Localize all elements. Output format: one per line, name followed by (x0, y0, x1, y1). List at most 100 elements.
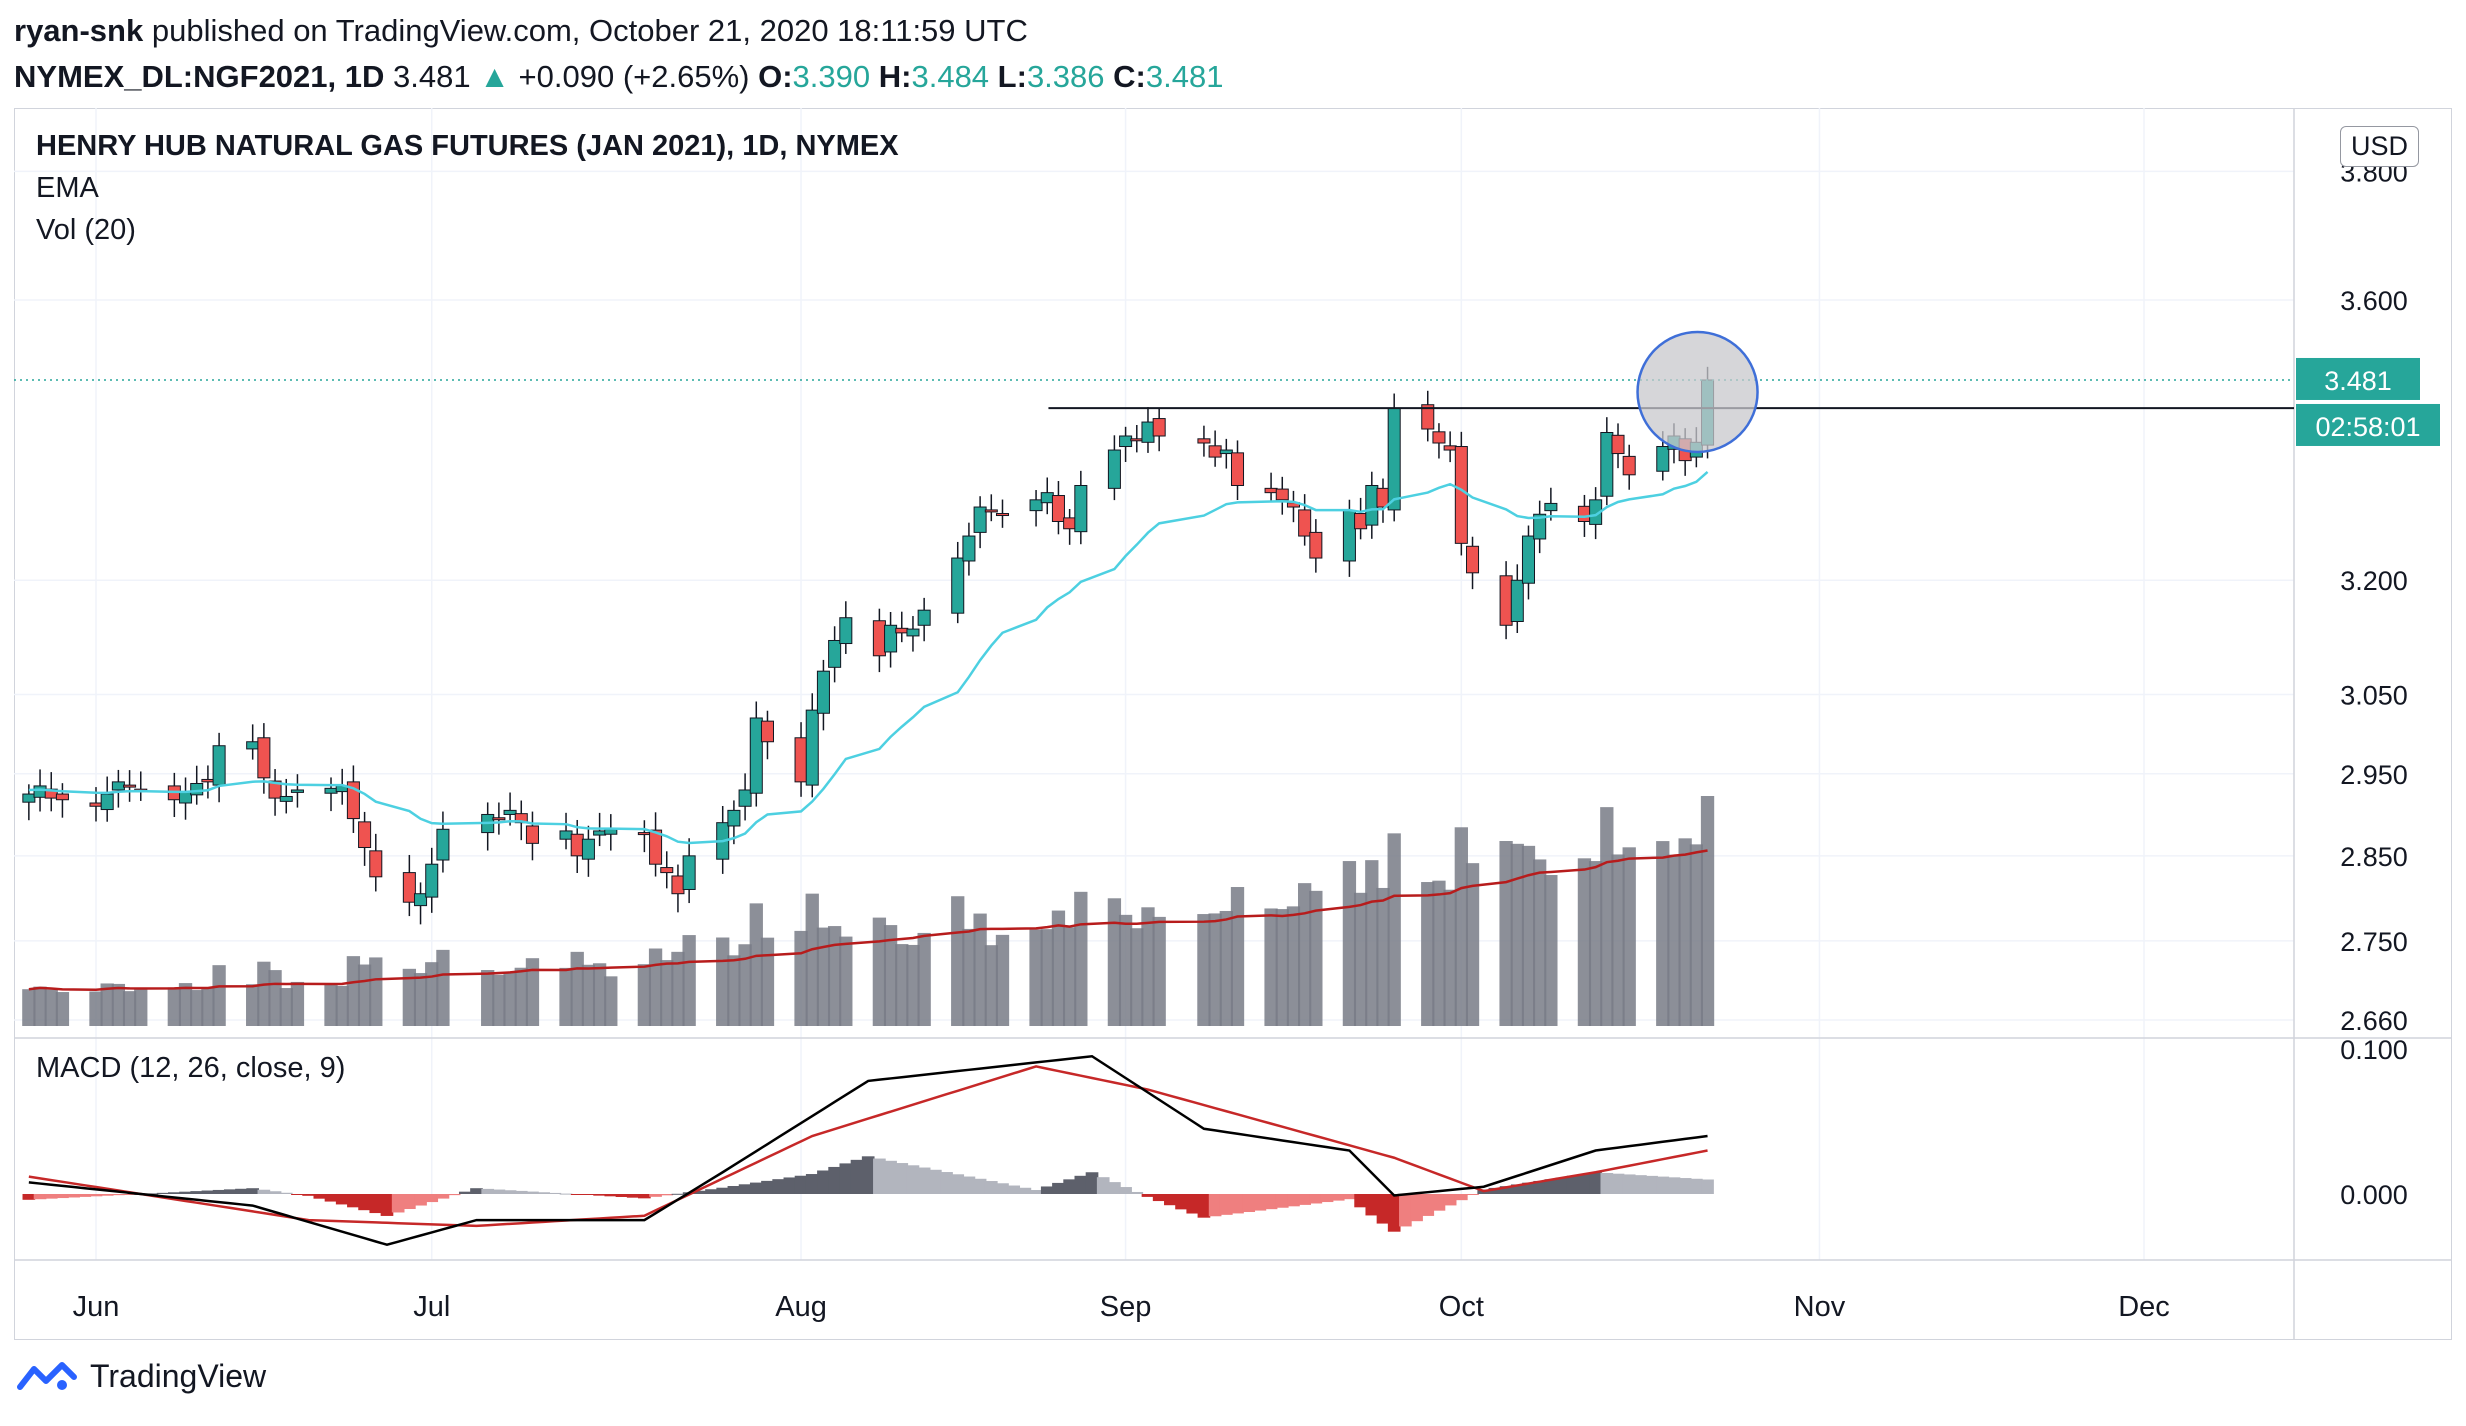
macd-histogram-bar (1275, 1194, 1289, 1208)
candle-body (324, 787, 338, 794)
x-tick-sep: Sep (1100, 1291, 1152, 1323)
last-price: 3.481 (393, 59, 471, 94)
symbol-label: NYMEX_DL:NGF2021, 1D (14, 59, 385, 94)
macd-histogram-bar (1645, 1175, 1658, 1194)
last-price-label: 3.481 (2324, 366, 2392, 396)
macd-histogram-bar (1130, 1191, 1144, 1194)
macd-histogram-bar (783, 1177, 797, 1194)
macd-histogram-bar (1634, 1175, 1647, 1194)
macd-histogram-bar (1365, 1194, 1379, 1216)
volume-bar (660, 960, 674, 1026)
macd-histogram-bar (615, 1194, 629, 1197)
symbol-line: NYMEX_DL:NGF2021, 1D 3.481 ▲ +0.090 (+2.… (14, 54, 1223, 100)
macd-histogram-bar (593, 1194, 606, 1196)
macd-histogram-bar (638, 1194, 651, 1199)
macd-histogram-bar (1197, 1194, 1211, 1218)
volume-bar (369, 957, 383, 1026)
macd-histogram-bar (89, 1194, 103, 1197)
candle-body (402, 872, 416, 903)
macd-histogram-bar (1343, 1194, 1356, 1200)
candle-body (1264, 487, 1278, 494)
volume-bar (1667, 854, 1681, 1026)
candle-body (884, 624, 898, 653)
candle-body (1197, 438, 1211, 444)
candle-body (1365, 484, 1379, 526)
macd-histogram-bar (33, 1194, 47, 1200)
candle-body (1074, 484, 1088, 533)
ema-legend[interactable]: EMA (36, 172, 99, 204)
candle-body (1354, 513, 1368, 530)
macd-histogram-bar (302, 1194, 315, 1196)
candle-body (649, 829, 663, 865)
macd-histogram-bar (291, 1194, 304, 1195)
volume-bar (525, 958, 540, 1026)
x-tick-dec: Dec (2118, 1291, 2170, 1323)
candle-body (246, 741, 260, 750)
candle-body (1130, 438, 1144, 442)
candle-body (414, 893, 428, 907)
macd-histogram-bar (1219, 1194, 1233, 1215)
volume-bar (201, 987, 215, 1026)
macd-histogram-bar (1175, 1194, 1188, 1210)
macd-histogram-bar (481, 1188, 495, 1194)
candle-body (872, 620, 886, 657)
volume-bar (1040, 929, 1054, 1026)
macd-histogram-bar (1287, 1194, 1300, 1207)
x-tick-oct: Oct (1439, 1291, 1484, 1323)
volume-bar (1533, 859, 1547, 1026)
candle-body (179, 791, 193, 804)
macd-histogram-bar (22, 1194, 36, 1200)
macd-histogram-bar (604, 1194, 618, 1197)
author-name[interactable]: ryan-snk (14, 13, 144, 48)
volume-bar (1700, 796, 1715, 1026)
volume-bar (44, 989, 58, 1026)
chart-frame[interactable]: Jun Jul Aug Sep Oct Nov Dec 3.800 3.600 3.200 3.05… (14, 108, 2452, 1340)
currency-button[interactable]: USD (2340, 126, 2420, 167)
highlight-circle (1636, 330, 1759, 454)
volume-bar (1521, 845, 1536, 1026)
volume-bar (1577, 858, 1592, 1026)
macd-histogram-bar (973, 1178, 987, 1194)
macd-histogram-bar (190, 1191, 204, 1194)
volume-bar (1130, 928, 1144, 1026)
volume-bar (1062, 927, 1077, 1026)
candle-body (637, 832, 651, 836)
macd-histogram-bar (1410, 1194, 1423, 1222)
macd-legend[interactable]: MACD (12, 26, close, 9) (36, 1052, 346, 1084)
candle-body (749, 717, 763, 794)
volume-bar (1544, 875, 1558, 1026)
volume-bar (592, 963, 607, 1026)
candle-body (1342, 510, 1356, 562)
x-tick-nov: Nov (1794, 1291, 1846, 1323)
macd-histogram-bar (1119, 1187, 1132, 1194)
axes (14, 108, 2452, 1340)
candle-body (111, 781, 125, 791)
volume-bar (1588, 861, 1603, 1026)
volume-bar (1689, 844, 1704, 1026)
volume-legend[interactable]: Vol (20) (36, 214, 136, 246)
price-tick-7: 2.660 (2340, 1006, 2408, 1036)
volume-bar (1510, 843, 1524, 1026)
candle-body (1063, 517, 1077, 530)
candle-body (425, 863, 439, 898)
candle-body (492, 817, 506, 821)
macd-histogram-bar (212, 1189, 226, 1194)
volume-bar (760, 937, 775, 1026)
macd-histogram-bar (749, 1182, 763, 1194)
candle-body (984, 509, 998, 513)
price-chart[interactable]: Jun Jul Aug Sep Oct Nov Dec3.8003.6003.2003.05… (14, 108, 2452, 1340)
close-label: C: (1113, 59, 1146, 94)
macd-histogram-bar (1029, 1190, 1043, 1194)
macd-histogram-bar (805, 1174, 819, 1194)
candle-body (1544, 502, 1558, 512)
volume-bar (346, 956, 361, 1026)
tradingview-logo-icon[interactable] (16, 1359, 78, 1395)
macd-histogram-bar (201, 1190, 215, 1194)
tradingview-brand[interactable]: TradingView (90, 1358, 267, 1394)
macd-histogram-bar (626, 1194, 640, 1198)
volume-bar (671, 951, 685, 1026)
volume-bar (827, 926, 842, 1026)
candle-body (604, 828, 618, 835)
candle-body (682, 855, 696, 890)
candle-body (257, 737, 271, 779)
